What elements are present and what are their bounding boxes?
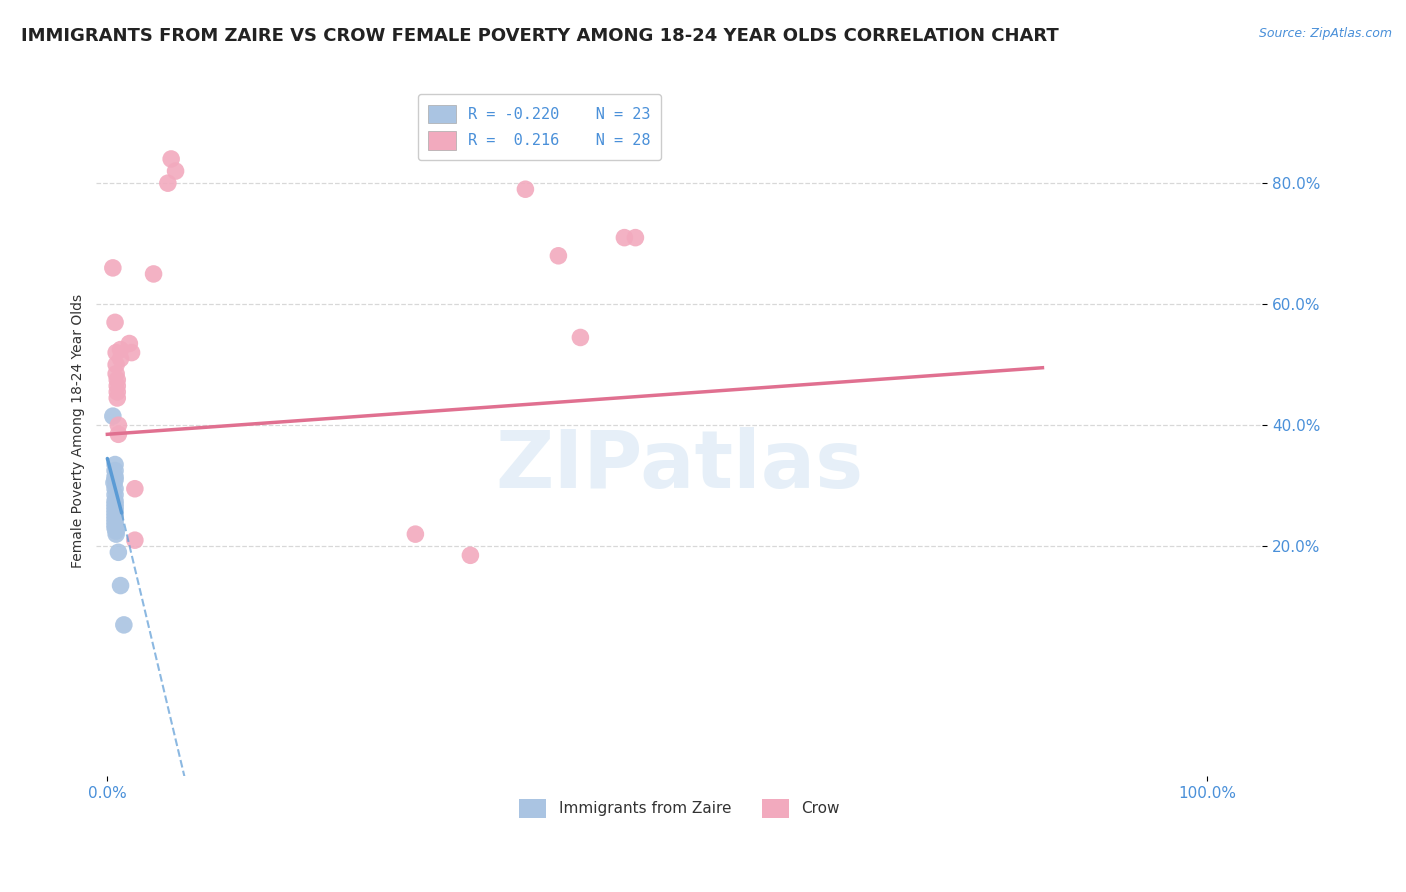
Text: IMMIGRANTS FROM ZAIRE VS CROW FEMALE POVERTY AMONG 18-24 YEAR OLDS CORRELATION C: IMMIGRANTS FROM ZAIRE VS CROW FEMALE POV… (21, 27, 1059, 45)
Point (105, 379, 128, 393)
Point (104, 315, 127, 329)
Point (160, 152, 183, 166)
Point (118, 336, 141, 351)
Point (104, 469, 127, 483)
Point (104, 500, 127, 514)
Point (107, 545, 129, 559)
Point (124, 482, 146, 496)
Text: Source: ZipAtlas.com: Source: ZipAtlas.com (1258, 27, 1392, 40)
Point (104, 482, 127, 496)
Text: ZIPatlas: ZIPatlas (495, 426, 863, 505)
Point (104, 488, 127, 502)
Point (104, 506, 127, 520)
Point (105, 345, 128, 359)
Point (613, 230, 636, 244)
Point (110, 343, 132, 357)
Point (105, 384, 128, 399)
Point (104, 464, 127, 478)
Point (515, 182, 537, 196)
Point (104, 508, 127, 523)
Point (104, 512, 127, 526)
Point (103, 475, 125, 490)
Point (107, 427, 129, 442)
Point (105, 367, 128, 381)
Point (404, 527, 426, 541)
Point (112, 618, 135, 632)
Point (142, 267, 165, 281)
Point (104, 515, 127, 529)
Point (569, 330, 592, 344)
Y-axis label: Female Poverty Among 18-24 Year Olds: Female Poverty Among 18-24 Year Olds (72, 294, 86, 568)
Point (105, 358, 128, 372)
Point (624, 230, 647, 244)
Point (104, 518, 127, 533)
Point (110, 351, 132, 366)
Legend: Immigrants from Zaire, Crow: Immigrants from Zaire, Crow (513, 793, 846, 823)
Point (121, 345, 143, 359)
Point (460, 549, 482, 563)
Point (101, 409, 124, 424)
Point (156, 176, 179, 190)
Point (110, 578, 132, 592)
Point (104, 497, 127, 511)
Point (124, 533, 146, 548)
Point (105, 373, 128, 387)
Point (105, 527, 128, 541)
Point (104, 493, 127, 508)
Point (104, 503, 127, 517)
Point (101, 260, 124, 275)
Point (105, 391, 128, 405)
Point (165, 164, 187, 178)
Point (104, 458, 127, 472)
Point (107, 418, 129, 433)
Point (547, 249, 569, 263)
Point (105, 524, 128, 538)
Point (104, 521, 127, 535)
Point (104, 473, 127, 487)
